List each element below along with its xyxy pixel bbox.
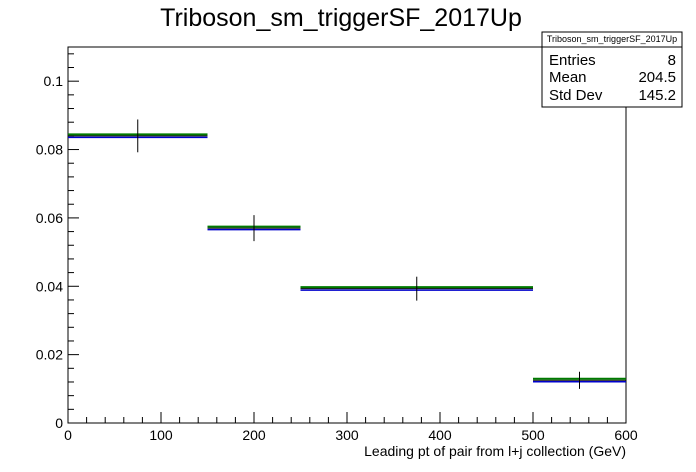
y-tick-label: 0.04 [36,278,63,294]
stats-entries-value: 8 [668,52,676,69]
x-tick-label: 0 [64,427,72,443]
x-tick-label: 100 [149,427,173,443]
y-tick-label: 0.02 [36,347,63,363]
x-tick-label: 300 [335,427,359,443]
x-axis-label: Leading pt of pair from l+j collection (… [364,443,626,459]
stats-mean-label: Mean [549,69,587,86]
stats-box-title: Triboson_sm_triggerSF_2017Up [547,34,677,44]
x-tick-label: 500 [521,427,545,443]
stats-mean-value: 204.5 [638,69,676,86]
x-tick-label: 400 [428,427,452,443]
y-tick-label: 0.08 [36,142,63,158]
x-tick-label: 600 [614,427,638,443]
y-tick-label: 0.06 [36,210,63,226]
stats-stddev-value: 145.2 [638,87,676,104]
y-tick-label: 0.1 [44,73,64,89]
y-axis: 0 0.02 0.04 0.06 0.08 0.1 [36,53,79,431]
x-tick-label: 200 [242,427,266,443]
histogram-bins [68,119,626,389]
stats-stddev-label: Std Dev [549,87,603,104]
chart-title: Triboson_sm_triggerSF_2017Up [160,4,522,32]
stats-box: Triboson_sm_triggerSF_2017Up Entries 8 M… [541,31,683,108]
y-tick-label: 0 [55,415,63,431]
stats-entries-label: Entries [549,52,596,69]
stats-box-frame [541,31,683,108]
x-axis: 0 100 200 300 400 500 600 [64,412,638,443]
